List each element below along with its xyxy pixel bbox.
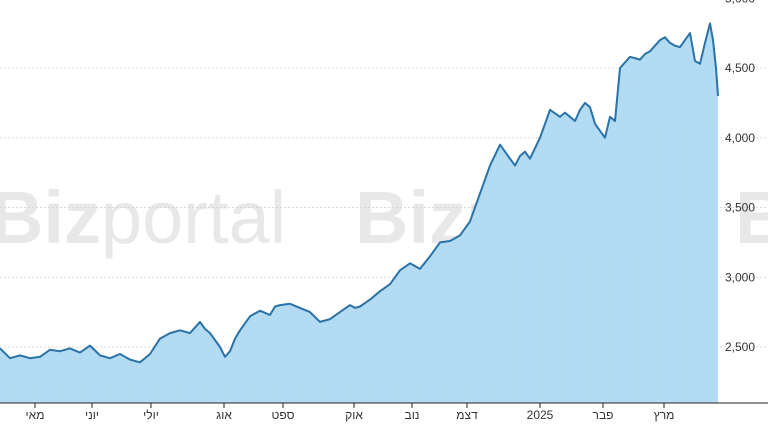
watermark-left: Bizportal: [0, 176, 286, 259]
y-axis-ticks: 2,500 3,000 3,500 4,000 4,500 5,000: [725, 0, 755, 354]
x-tick-label: דצמ: [456, 408, 478, 422]
x-tick-label: 2025: [527, 408, 554, 422]
area-fill: [0, 23, 718, 404]
y-tick-label: 3,000: [725, 270, 755, 284]
x-tick-label: מרץ: [654, 408, 675, 422]
price-line: [0, 22, 719, 364]
x-tick-label: אוק: [345, 408, 363, 422]
y-tick-label: 2,500: [725, 340, 755, 354]
watermark-right: Biz: [735, 176, 768, 259]
x-tick-label: אוג: [216, 408, 232, 422]
x-tick-label: פבר: [593, 408, 614, 422]
y-tick-label: 4,000: [725, 131, 755, 145]
x-tick-label: נוב: [405, 408, 420, 422]
y-tick-label: 4,500: [725, 61, 755, 75]
x-tick-label: יולי: [143, 408, 159, 422]
watermark-left-light: portal: [101, 176, 286, 259]
y-tick-label: 5,000: [725, 0, 755, 5]
watermark-right-bold: Biz: [735, 176, 768, 259]
x-axis-ticks: מאי יוני יולי אוג ספט אוק נוב דצמ 2025 פבר מרץ: [26, 403, 675, 422]
y-tick-label: 3,500: [725, 201, 755, 215]
watermark-left-bold: Biz: [0, 176, 101, 259]
x-tick-label: מאי: [26, 408, 45, 422]
x-tick-label: יוני: [85, 408, 99, 422]
x-tick-label: ספט: [272, 408, 295, 422]
